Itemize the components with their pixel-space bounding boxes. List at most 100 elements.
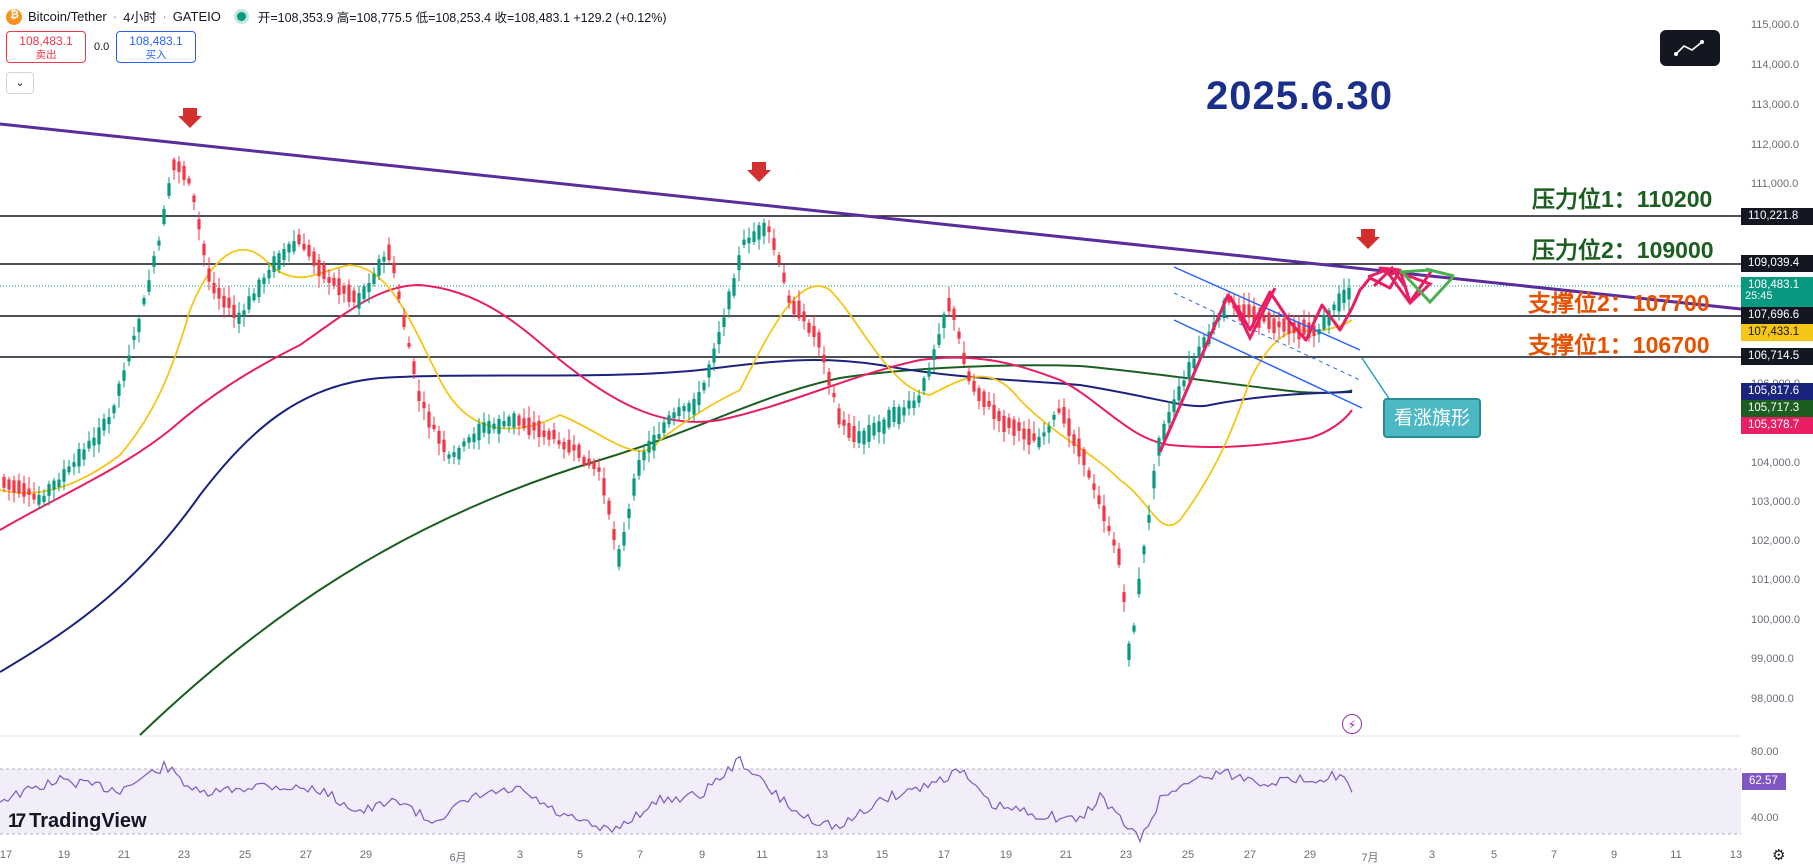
- gear-icon[interactable]: ⚙: [1772, 847, 1786, 864]
- candle-body: [887, 409, 891, 428]
- buy-label: 买入: [145, 49, 167, 61]
- candle-body: [1007, 417, 1011, 429]
- candlesticks: [2, 156, 1351, 667]
- candle-body: [162, 208, 166, 225]
- candle-body: [912, 400, 916, 408]
- candle-body: [82, 449, 86, 460]
- time-tick: 9: [698, 849, 706, 861]
- candle-body: [562, 442, 566, 450]
- candle-body: [312, 251, 316, 266]
- flag-upper-line[interactable]: [1173, 266, 1361, 351]
- flag-mid-line: [1173, 292, 1361, 381]
- time-tick: 11: [1670, 849, 1682, 861]
- buy-price: 108,483.1: [129, 34, 183, 48]
- red-arrow-markers: [178, 108, 1380, 249]
- ma-red: [0, 283, 1353, 531]
- candle-body: [117, 383, 121, 396]
- candle-body: [447, 454, 451, 459]
- candle-body: [1337, 293, 1341, 312]
- candle-body: [1322, 314, 1326, 330]
- candle-body: [607, 500, 611, 515]
- candle-body: [702, 382, 706, 391]
- candle-body: [437, 430, 441, 444]
- candle-body: [327, 277, 331, 283]
- lightning-icon[interactable]: ⚡: [1342, 714, 1362, 734]
- symbol-name[interactable]: Bitcoin/Tether: [28, 9, 107, 24]
- flag-lower-line[interactable]: [1173, 319, 1363, 409]
- candle-body: [622, 532, 626, 546]
- candle-body: [552, 429, 556, 440]
- price-label-110221: 110,221.8: [1741, 208, 1813, 225]
- price-tick: 99,000.0: [1751, 653, 1794, 665]
- time-tick: 5: [1490, 849, 1498, 861]
- candle-body: [1132, 625, 1136, 632]
- resistance-2-label: 压力位2：109000: [1532, 237, 1714, 263]
- support-1-label: 支撑位1：106700: [1528, 332, 1710, 358]
- candle-body: [712, 348, 716, 363]
- candle-body: [812, 325, 816, 338]
- candle-body: [452, 452, 456, 457]
- candle-body: [1332, 304, 1336, 311]
- candle-body: [1152, 470, 1156, 489]
- candle-body: [667, 415, 671, 425]
- candle-body: [422, 401, 426, 409]
- candle-body: [392, 262, 396, 274]
- price-label-106714: 106,714.5: [1741, 348, 1813, 365]
- price-tick: 115,000.0: [1751, 19, 1800, 31]
- candle-body: [92, 437, 96, 446]
- candle-body: [407, 342, 411, 347]
- candle-body: [612, 529, 616, 541]
- chevron-down-icon[interactable]: ⌄: [6, 72, 34, 94]
- candle-body: [1147, 514, 1151, 523]
- projection-arrow-pink: [1367, 268, 1433, 306]
- time-tick: 27: [1243, 849, 1257, 861]
- candle-body: [942, 314, 946, 329]
- symbol-header[interactable]: Bitcoin/Tether · 4小时 · GATEIO 开=108,353.…: [6, 7, 667, 26]
- candle-body: [532, 422, 536, 431]
- tradingview-logo[interactable]: 17 TradingView: [8, 810, 147, 833]
- candle-body: [687, 403, 691, 412]
- down-arrow-icon: [1356, 229, 1380, 249]
- candle-body: [1312, 325, 1316, 337]
- candle-body: [677, 407, 681, 417]
- price-tick: 113,000.0: [1751, 99, 1800, 111]
- candle-body: [317, 259, 321, 277]
- price-scale[interactable]: 115,000.0 114,000.0 113,000.0 112,000.0 …: [1741, 0, 1813, 867]
- candle-body: [582, 456, 586, 466]
- candle-body: [1162, 423, 1166, 441]
- support-2-label: 支撑位2：107700: [1528, 290, 1710, 316]
- candle-body: [972, 380, 976, 392]
- candle-body: [97, 427, 101, 445]
- buy-button[interactable]: 108,483.1 买入: [116, 31, 196, 63]
- candle-body: [762, 222, 766, 237]
- candle-body: [627, 508, 631, 519]
- time-tick: 29: [359, 849, 373, 861]
- candle-body: [1012, 419, 1016, 436]
- sell-button[interactable]: 108,483.1 卖出: [6, 31, 86, 63]
- candle-body: [477, 423, 481, 441]
- price-tick: 104,000.0: [1751, 457, 1800, 469]
- candle-body: [277, 253, 281, 270]
- candle-body: [672, 412, 676, 419]
- candle-body: [322, 263, 326, 280]
- time-tick: 25: [238, 849, 252, 861]
- candle-body: [167, 183, 171, 196]
- candle-body: [752, 231, 756, 242]
- candle-body: [432, 424, 436, 429]
- candle-body: [272, 256, 276, 272]
- candle-body: [487, 421, 491, 434]
- drawing-tool-button[interactable]: [1660, 30, 1720, 66]
- candle-body: [1197, 346, 1201, 358]
- candle-body: [797, 300, 801, 319]
- candle-body: [482, 422, 486, 433]
- interval-label[interactable]: 4小时: [123, 10, 157, 25]
- candle-body: [602, 478, 606, 496]
- candle-body: [717, 332, 721, 345]
- candle-body: [1092, 483, 1096, 490]
- candle-body: [1097, 495, 1101, 505]
- time-tick: 15: [875, 849, 889, 861]
- projection-green-cap2: [1425, 267, 1455, 278]
- candle-body: [1272, 318, 1276, 334]
- candle-body: [42, 495, 46, 503]
